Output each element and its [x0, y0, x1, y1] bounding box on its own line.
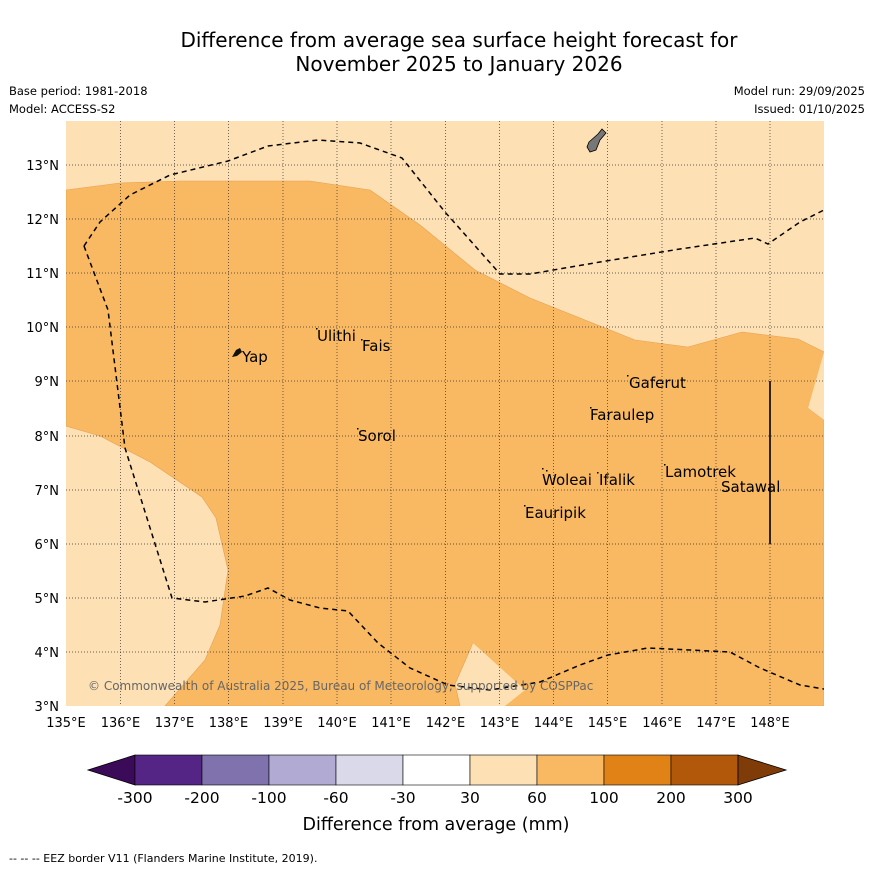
label-gaferut: Gaferut [629, 374, 686, 392]
title-line-1: Difference from average sea surface heig… [180, 28, 738, 52]
lon-tick: 146°E [642, 716, 682, 731]
colorbar-swatch [402, 754, 471, 786]
lat-tick: 8°N [35, 430, 60, 445]
label-woleai: Woleai [542, 471, 592, 489]
label-fais: Fais [362, 337, 391, 355]
model-name: Model: ACCESS-S2 [9, 102, 116, 116]
lon-axis-labels: 135°E 136°E 137°E 138°E 139°E 140°E 141°… [46, 716, 790, 731]
eez-border-main [83, 245, 824, 691]
lat-tick: 7°N [35, 484, 60, 499]
lon-tick: 136°E [101, 716, 141, 731]
lon-tick: 145°E [588, 716, 628, 731]
colorbar-tick: -200 [184, 789, 219, 807]
lon-tick: 148°E [750, 716, 790, 731]
colorbar-swatch [469, 754, 538, 786]
title-line-2: November 2025 to January 2026 [295, 52, 623, 76]
lat-tick: 6°N [35, 538, 60, 553]
colorbar-tick: 300 [723, 789, 753, 807]
colorbar-swatch [603, 754, 672, 786]
place-labels: Yap Ulithi Fais Sorol Gaferut Faraulep W… [241, 327, 780, 522]
lat-tick: 10°N [26, 321, 59, 336]
gridlines [66, 121, 824, 706]
colorbar-extend-low [86, 754, 136, 786]
label-lamotrek: Lamotrek [665, 463, 736, 481]
lon-tick: 140°E [317, 716, 357, 731]
colorbar-tick: 30 [460, 789, 480, 807]
lat-tick: 12°N [26, 213, 59, 228]
colorbar-extend-high [737, 754, 788, 786]
yap-island [232, 348, 242, 357]
label-ulithi: Ulithi [317, 327, 356, 345]
chart-title: Difference from average sea surface heig… [0, 28, 873, 76]
lat-tick: 5°N [35, 592, 60, 607]
lon-tick: 137°E [155, 716, 195, 731]
colorbar-tick: 200 [656, 789, 686, 807]
label-sorol: Sorol [358, 427, 396, 445]
guam-island [586, 128, 607, 153]
colorbar-swatch [268, 754, 337, 786]
colorbar-tick: -30 [390, 789, 415, 807]
island-markers [316, 328, 666, 507]
lon-tick: 143°E [480, 716, 520, 731]
lat-tick: 3°N [35, 700, 60, 715]
eez-border-north [83, 139, 824, 275]
colorbar-tick: 100 [589, 789, 619, 807]
eez-footnote: -- -- -- EEZ border V11 (Flanders Marine… [9, 852, 318, 865]
lon-tick: 142°E [426, 716, 466, 731]
label-yap: Yap [241, 348, 268, 366]
lon-tick: 135°E [46, 716, 86, 731]
map-area: Yap Ulithi Fais Sorol Gaferut Faraulep W… [66, 121, 824, 706]
colorbar-swatch [670, 754, 739, 786]
label-eauripik: Eauripik [525, 504, 586, 522]
colorbar [86, 754, 788, 786]
label-ifalik: Ifalik [599, 471, 635, 489]
light-anomaly-east [808, 352, 824, 420]
colorbar-label: Difference from average (mm) [302, 815, 569, 835]
colorbar-swatch [201, 754, 270, 786]
meta-left: Base period: 1981-2018 Model: ACCESS-S2 [9, 82, 148, 118]
lat-tick: 4°N [35, 646, 60, 661]
label-satawal: Satawal [721, 478, 780, 496]
lon-tick: 138°E [209, 716, 249, 731]
colorbar-swatch [335, 754, 404, 786]
colorbar-tick: -100 [251, 789, 286, 807]
lat-tick: 13°N [26, 159, 59, 174]
lon-tick: 141°E [371, 716, 411, 731]
colorbar-swatch [536, 754, 605, 786]
lon-tick: 147°E [696, 716, 736, 731]
issued-date: Issued: 01/10/2025 [754, 102, 865, 116]
colorbar-ticks: -300 -200 -100 -60 -30 30 60 100 200 300 [117, 789, 752, 807]
lat-tick: 11°N [26, 267, 59, 282]
copyright-notice: © Commonwealth of Australia 2025, Bureau… [88, 679, 593, 693]
lat-tick: 9°N [35, 375, 60, 390]
label-faraulep: Faraulep [590, 406, 654, 424]
meta-right: Model run: 29/09/2025 Issued: 01/10/2025 [734, 82, 865, 118]
lon-tick: 144°E [534, 716, 574, 731]
colorbar-swatch [134, 754, 203, 786]
colorbar-tick: 60 [527, 789, 547, 807]
colorbar-tick: -300 [117, 789, 152, 807]
base-period: Base period: 1981-2018 [9, 84, 148, 98]
light-anomaly-patch [458, 643, 525, 706]
colorbar-tick: -60 [323, 789, 348, 807]
model-run: Model run: 29/09/2025 [733, 84, 865, 98]
lon-tick: 139°E [263, 716, 303, 731]
lat-axis-labels: 3°N 4°N 5°N 6°N 7°N 8°N 9°N 10°N 11°N 12… [26, 159, 59, 715]
